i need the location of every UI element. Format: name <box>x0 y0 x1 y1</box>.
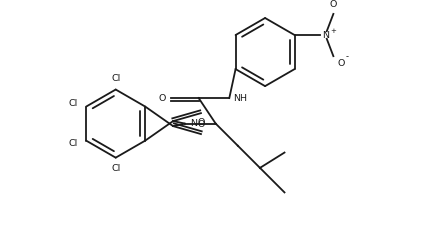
Text: O: O <box>337 59 345 68</box>
Text: Cl: Cl <box>68 139 78 148</box>
Text: O: O <box>197 120 205 129</box>
Text: N: N <box>190 119 197 128</box>
Text: O: O <box>330 0 337 9</box>
Text: Cl: Cl <box>111 164 121 173</box>
Text: -: - <box>346 52 349 61</box>
Text: N: N <box>322 31 329 39</box>
Text: Cl: Cl <box>68 99 78 108</box>
Text: O: O <box>159 94 166 102</box>
Text: +: + <box>330 28 337 34</box>
Text: O: O <box>197 118 205 127</box>
Text: Cl: Cl <box>111 74 121 83</box>
Text: NH: NH <box>233 94 247 102</box>
